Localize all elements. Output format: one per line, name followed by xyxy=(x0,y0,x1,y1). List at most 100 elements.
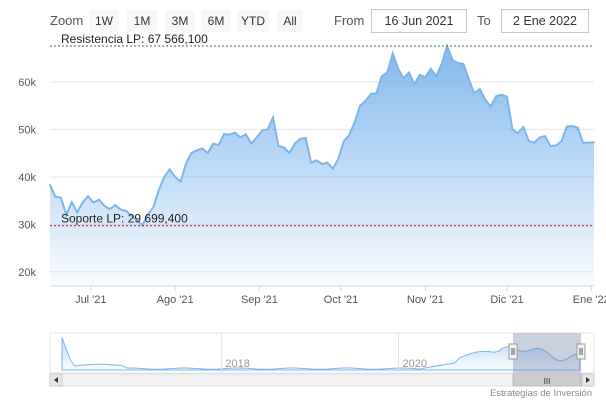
data-point xyxy=(495,95,497,97)
data-point xyxy=(60,196,62,199)
data-point xyxy=(587,141,590,144)
data-point xyxy=(114,204,117,207)
data-point xyxy=(571,125,573,127)
y-tick-label: 30k xyxy=(18,219,36,231)
data-point xyxy=(179,180,182,183)
data-point xyxy=(315,159,318,162)
x-axis: Jul '21 Ago '21 Sep '21 Oct '21 Nov '21 Dic '… xyxy=(75,286,606,306)
data-point xyxy=(353,121,356,124)
data-point xyxy=(517,132,519,134)
data-point xyxy=(54,196,57,198)
navigator-ticks: 2018 2020 xyxy=(220,333,427,373)
data-point xyxy=(555,144,557,147)
zoom-button-1m[interactable]: 1M xyxy=(127,10,157,32)
data-point xyxy=(576,126,579,129)
zoom-button-6m[interactable]: 6M xyxy=(201,10,231,32)
data-point xyxy=(245,133,247,135)
data-point xyxy=(163,176,165,178)
scrollbar-thumb[interactable] xyxy=(512,373,582,387)
data-point xyxy=(125,210,127,212)
zoom-button-ytd[interactable]: YTD xyxy=(237,10,269,32)
data-point xyxy=(321,163,323,165)
support-label: Soporte LP: 29 699,400 xyxy=(61,212,188,226)
x-tick-label: Sep '21 xyxy=(241,294,278,306)
data-point xyxy=(370,93,372,95)
y-tick-label: 50k xyxy=(18,124,36,136)
scroll-grip-icon: III xyxy=(544,377,551,386)
data-point xyxy=(277,145,280,147)
data-point xyxy=(261,129,264,132)
range-selector-toolbar: Zoom 1W 1M 3M 6M YTD All From 16 Jun 202… xyxy=(0,0,606,40)
x-tick-label: Ago '21 xyxy=(157,294,194,306)
data-point xyxy=(424,76,427,78)
data-point xyxy=(87,195,89,198)
data-point xyxy=(348,134,351,136)
data-point xyxy=(593,141,595,143)
y-tick-label: 60k xyxy=(18,77,36,89)
navigator-right-handle[interactable] xyxy=(576,343,586,360)
x-tick-label: Ene '22 xyxy=(573,294,606,306)
to-date-input[interactable]: 2 Ene 2022 xyxy=(501,9,589,33)
data-point xyxy=(98,198,100,201)
x-tick-label: Oct '21 xyxy=(324,294,359,306)
navigator-left-handle[interactable] xyxy=(508,343,518,360)
y-axis: 20k 30k 40k 50k 60k xyxy=(18,77,36,279)
data-point xyxy=(130,215,133,217)
zoom-button-1w[interactable]: 1W xyxy=(89,10,119,32)
data-point xyxy=(234,131,236,134)
data-point xyxy=(109,208,111,210)
to-label: To xyxy=(477,13,491,28)
zoom-button-3m[interactable]: 3M xyxy=(165,10,195,32)
data-point xyxy=(223,133,225,135)
navigator-selected-range[interactable] xyxy=(513,333,581,373)
series-group xyxy=(49,43,595,286)
data-point xyxy=(538,136,541,139)
data-point xyxy=(288,152,291,154)
resistance-label: Resistencia LP: 67 566,100 xyxy=(61,32,208,46)
data-point xyxy=(462,63,465,65)
data-point xyxy=(511,128,514,131)
data-point xyxy=(185,162,187,165)
y-tick-label: 20k xyxy=(18,267,36,279)
data-point xyxy=(49,184,51,186)
scrollbar[interactable]: III xyxy=(49,373,595,387)
data-point xyxy=(391,52,394,55)
data-point xyxy=(152,206,155,208)
y-tick-label: 40k xyxy=(18,172,36,184)
data-point xyxy=(212,142,214,145)
data-point xyxy=(582,141,584,144)
data-point xyxy=(435,75,438,78)
data-point xyxy=(397,67,400,70)
data-point xyxy=(430,67,432,70)
data-point xyxy=(299,138,302,140)
data-point xyxy=(207,152,209,154)
data-point xyxy=(255,136,258,139)
data-point xyxy=(527,140,530,142)
zoom-label: Zoom xyxy=(50,13,84,28)
data-point xyxy=(332,168,334,170)
data-point xyxy=(266,128,269,131)
from-label: From xyxy=(334,13,365,28)
navigator[interactable]: 2018 2020 xyxy=(49,332,595,374)
data-point xyxy=(533,141,535,144)
x-tick-label: Jul '21 xyxy=(75,294,106,306)
data-point xyxy=(81,201,84,204)
data-point xyxy=(174,176,176,178)
navigator-tick-label: 2020 xyxy=(402,358,426,370)
data-point xyxy=(217,144,220,146)
credit-text: Estrategias de Inversión xyxy=(490,388,592,399)
data-point xyxy=(560,140,563,143)
x-tick-label: Nov '21 xyxy=(407,294,444,306)
data-point xyxy=(402,77,405,79)
data-point xyxy=(136,219,138,222)
data-point xyxy=(250,142,253,145)
zoom-button-all[interactable]: All xyxy=(277,10,303,32)
data-point xyxy=(440,63,443,65)
from-date-input[interactable]: 16 Jun 2021 xyxy=(371,9,467,33)
scrollbar-track[interactable] xyxy=(49,373,595,387)
data-point xyxy=(386,71,389,74)
navigator-tick-label: 2018 xyxy=(225,358,249,370)
data-point xyxy=(147,213,149,216)
data-point xyxy=(500,94,503,96)
